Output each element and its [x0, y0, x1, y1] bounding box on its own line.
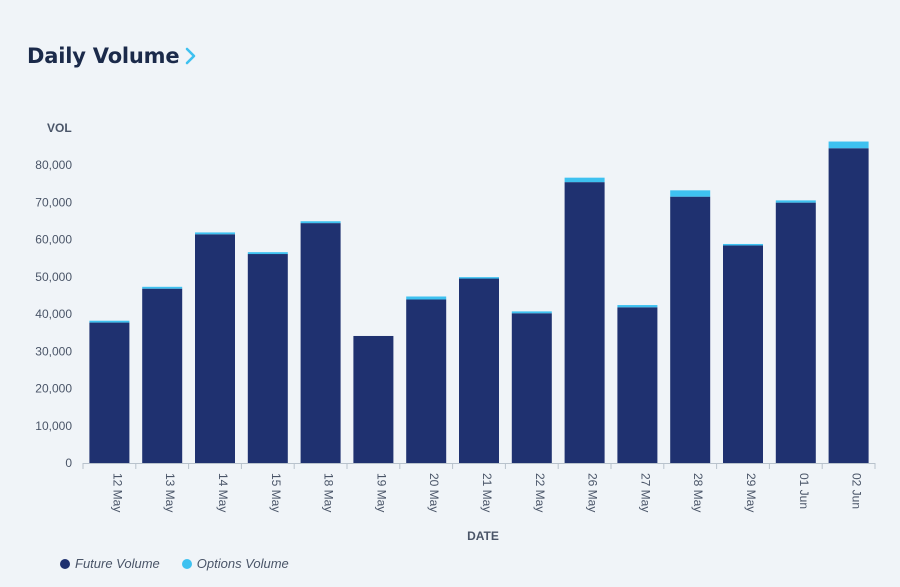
bar-options-volume[interactable]: [828, 141, 869, 149]
bar-future-volume[interactable]: [511, 313, 552, 463]
chart-title[interactable]: Daily Volume: [27, 44, 180, 68]
y-axis-label: VOL: [47, 121, 72, 135]
x-tick-label: 18 May: [322, 473, 336, 512]
x-tick-label: 29 May: [744, 473, 758, 512]
legend-label-future: Future Volume: [75, 556, 160, 571]
y-tick-label: 30,000: [35, 344, 72, 358]
x-tick-label: 14 May: [216, 473, 230, 512]
bar-options-volume[interactable]: [670, 190, 711, 197]
daily-volume-chart: VOL 0 10,000 20,000 30,000 40,000 50,000 60,000…: [35, 121, 876, 543]
bar-future-volume[interactable]: [670, 196, 711, 463]
bar-future-volume[interactable]: [775, 202, 816, 463]
x-axis-label: DATE: [467, 529, 499, 543]
bar-options-volume[interactable]: [247, 252, 288, 255]
x-tick-label: 12 May: [110, 473, 124, 512]
bar-future-volume[interactable]: [459, 277, 499, 463]
bar-options-volume[interactable]: [775, 200, 816, 203]
chart-legend: Future Volume Options Volume: [60, 556, 289, 571]
x-tick-label: 01 Jun: [797, 473, 811, 509]
bar-options-volume[interactable]: [511, 311, 552, 314]
bar-options-volume[interactable]: [195, 232, 235, 235]
bar-future-volume[interactable]: [406, 299, 447, 463]
bar-future-volume[interactable]: [353, 335, 394, 463]
bar-future-volume[interactable]: [828, 148, 869, 464]
bar-future-volume[interactable]: [195, 234, 235, 463]
x-tick-label: 28 May: [691, 473, 705, 512]
bar-future-volume[interactable]: [142, 288, 183, 463]
bar-options-volume[interactable]: [406, 296, 447, 300]
legend-label-options: Options Volume: [196, 556, 289, 571]
x-tick-label: 02 Jun: [850, 473, 864, 509]
bar-future-volume[interactable]: [89, 322, 130, 463]
x-tick-label: 13 May: [163, 473, 177, 512]
bar-options-volume[interactable]: [459, 277, 499, 279]
y-tick-label: 60,000: [35, 233, 72, 247]
bar-options-volume[interactable]: [617, 305, 658, 308]
legend-item-options[interactable]: Options Volume: [181, 556, 289, 571]
bar-future-volume[interactable]: [300, 223, 341, 463]
x-tick-label: 26 May: [586, 473, 600, 512]
legend-swatch-future: [60, 558, 70, 569]
x-tick-label: 19 May: [374, 473, 388, 512]
bar-future-volume[interactable]: [723, 245, 763, 463]
y-tick-label: 20,000: [35, 382, 72, 396]
bar-options-volume[interactable]: [89, 320, 130, 323]
x-tick-label: 27 May: [638, 473, 652, 512]
chevron-right-icon[interactable]: [185, 46, 197, 66]
y-tick-label: 40,000: [35, 307, 72, 321]
bar-options-volume[interactable]: [564, 177, 605, 183]
chart-header[interactable]: Daily Volume: [27, 44, 197, 68]
y-tick-label: 50,000: [35, 270, 72, 284]
x-tick-label: 20 May: [427, 473, 441, 512]
legend-item-future[interactable]: Future Volume: [60, 556, 160, 571]
bar-future-volume[interactable]: [617, 307, 658, 463]
y-tick-label: 70,000: [35, 195, 72, 209]
y-tick-label: 80,000: [35, 158, 72, 172]
x-tick-label: 22 May: [533, 473, 547, 512]
x-tick-label: 21 May: [480, 473, 494, 512]
y-tick-label: 0: [65, 456, 72, 470]
bar-options-volume[interactable]: [300, 221, 341, 224]
bar-options-volume[interactable]: [723, 243, 763, 246]
bar-options-volume[interactable]: [142, 286, 183, 289]
bar-future-volume[interactable]: [564, 182, 605, 463]
legend-swatch-options: [181, 558, 192, 569]
x-tick-label: 15 May: [269, 473, 283, 512]
bar-future-volume[interactable]: [247, 254, 288, 463]
y-tick-label: 10,000: [35, 419, 72, 433]
